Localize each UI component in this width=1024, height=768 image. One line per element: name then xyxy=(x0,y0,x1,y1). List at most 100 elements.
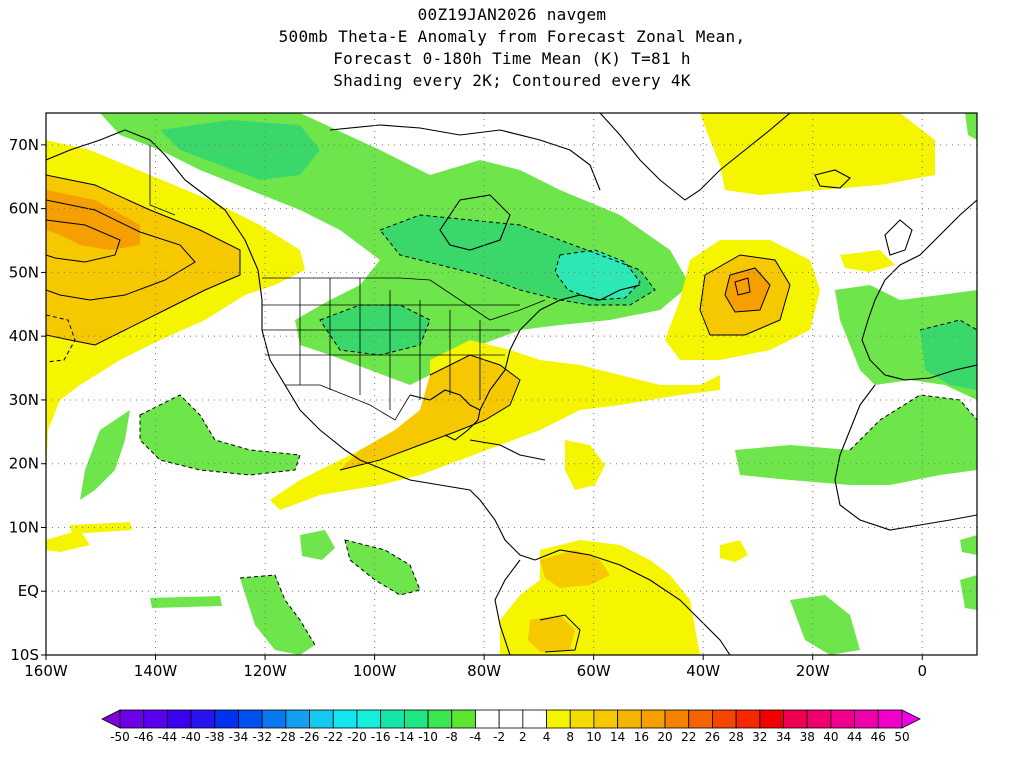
cool-region-atlantic-africa xyxy=(735,395,977,485)
cool-region-alaska xyxy=(160,120,320,180)
colorbar-box xyxy=(498,709,524,729)
colorbar-box xyxy=(664,709,690,729)
colorbar-label: 46 xyxy=(871,730,886,744)
title-line-4: Shading every 2K; Contoured every 4K xyxy=(333,71,691,90)
coast-north-america-west xyxy=(257,269,481,501)
colorbar-box xyxy=(569,709,595,729)
colorbar-label: 28 xyxy=(728,730,743,744)
colorbar-box xyxy=(214,709,239,729)
contour-atlantic-8k xyxy=(724,267,771,313)
colorbar-label: -2 xyxy=(493,730,505,744)
colorbar-label: 44 xyxy=(847,730,862,744)
anomaly-contours xyxy=(46,174,791,653)
colorbar-label: 20 xyxy=(657,730,672,744)
colorbar-label: 16 xyxy=(634,730,649,744)
colorbar-label: 40 xyxy=(823,730,838,744)
colorbar-box xyxy=(877,709,903,729)
lat-tick-label: 70N xyxy=(9,136,39,154)
contour-eq-pacific-mid xyxy=(139,394,301,476)
warm-region-amazon xyxy=(528,615,575,652)
cool-region-south-atlantic xyxy=(790,595,860,655)
title-line-1: 00Z19JAN2026 navgem xyxy=(417,5,607,24)
lon-tick-label: 20W xyxy=(796,662,830,680)
lat-tick-label: 30N xyxy=(9,391,39,409)
lat-tick-label: 60N xyxy=(9,200,39,218)
colorbar-box xyxy=(451,709,476,729)
warm-region-southeast-us xyxy=(270,340,720,510)
warm-region-atlantic-ridge-peak xyxy=(725,268,770,312)
colorbar-label: 50 xyxy=(894,730,909,744)
colorbar-box xyxy=(830,709,856,729)
coast-gulf xyxy=(409,389,481,441)
colorbar-box xyxy=(593,709,619,729)
colorbar-label: 34 xyxy=(776,730,791,744)
coast-hudson-bay xyxy=(439,194,511,251)
border-us-mexico xyxy=(285,384,411,421)
cool-region-north-europe xyxy=(965,113,977,140)
colorbar-label: -22 xyxy=(323,730,343,744)
colorbar-label: -8 xyxy=(446,730,458,744)
coast-british-isles xyxy=(884,219,913,256)
contour-pacific-8k xyxy=(46,199,196,301)
warm-region-south-america-core xyxy=(540,550,610,588)
title-block: 00Z19JAN2026 navgem 500mb Theta-E Anomal… xyxy=(0,4,1024,92)
colorbar-label: -32 xyxy=(252,730,272,744)
colorbar-label: -16 xyxy=(371,730,391,744)
contour-canada-neg8k xyxy=(554,249,641,301)
colorbar-label: 22 xyxy=(681,730,696,744)
colorbar-box xyxy=(143,709,168,729)
map-area xyxy=(46,113,977,655)
contour-eq-pacific-c xyxy=(344,539,421,596)
colorbar-box xyxy=(735,709,761,729)
lon-tick-label: 0 xyxy=(917,662,927,680)
cool-region-far-east-eq xyxy=(960,535,977,555)
colorbar-arrow-low xyxy=(101,709,121,729)
colorbar-label: 14 xyxy=(610,730,625,744)
lat-tick-label: 40N xyxy=(9,327,39,345)
political-boundaries xyxy=(149,145,546,421)
lat-tick-label: 10S xyxy=(10,646,39,664)
colorbar-box xyxy=(238,709,263,729)
graticule xyxy=(46,113,977,655)
colorbar-label: -20 xyxy=(347,730,367,744)
colorbar-label: -34 xyxy=(229,730,249,744)
cool-region-pacific-eq-b xyxy=(300,530,335,560)
lat-tick-label: EQ xyxy=(18,582,39,600)
colorbar: -50 -46 -44 -40 -38 -34 -32 -28 -26 -22 -20 -16 -14-… xyxy=(101,709,921,744)
lat-tick-label: 20N xyxy=(9,455,39,473)
colorbar-label: -28 xyxy=(276,730,296,744)
cool-region-pacific-eq-d xyxy=(150,596,222,608)
cool-region-far-east-eq-b xyxy=(960,575,977,610)
lon-tick-label: 120W xyxy=(243,662,287,680)
colorbar-label: 38 xyxy=(800,730,815,744)
title-line-2: 500mb Theta-E Anomaly from Forecast Zona… xyxy=(278,27,746,46)
cool-region-pacific-south-a xyxy=(80,410,130,500)
colorbar-label: 32 xyxy=(752,730,767,744)
colorbar-label: 26 xyxy=(705,730,720,744)
coast-africa xyxy=(834,384,977,531)
coast-central-america xyxy=(479,499,536,561)
contour-africa-neg4k xyxy=(849,394,977,451)
colorbar-arrow-high xyxy=(901,709,921,729)
colorbar-box xyxy=(546,709,571,729)
contour-south-america-4k xyxy=(539,614,581,653)
lon-tick-label: 100W xyxy=(353,662,397,680)
contour-pacific-neg4k xyxy=(46,314,76,363)
coast-caribbean xyxy=(469,439,546,461)
coast-alaska xyxy=(46,129,259,271)
title-line-3: Forecast 0-180h Time Mean (K) T=81 h xyxy=(333,49,691,68)
colorbar-box xyxy=(261,709,287,729)
coast-greenland xyxy=(599,113,791,201)
coastlines xyxy=(46,113,977,655)
lon-tick-label: 160W xyxy=(24,662,68,680)
cool-region-pacific-eq-c xyxy=(345,540,420,595)
colorbar-box xyxy=(522,709,547,729)
contour-pacific-12k xyxy=(46,219,121,263)
colorbar-box xyxy=(806,709,832,729)
contour-eq-pacific-a xyxy=(239,574,316,646)
contour-pacific-4k xyxy=(46,174,241,346)
colorbar-box xyxy=(475,709,500,729)
longitude-axis: 160W 140W 120W 100W 80W 60W 40W 20W 0 xyxy=(24,655,927,680)
contour-atlantic-12k xyxy=(734,277,751,296)
border-alaska-canada xyxy=(149,145,176,216)
